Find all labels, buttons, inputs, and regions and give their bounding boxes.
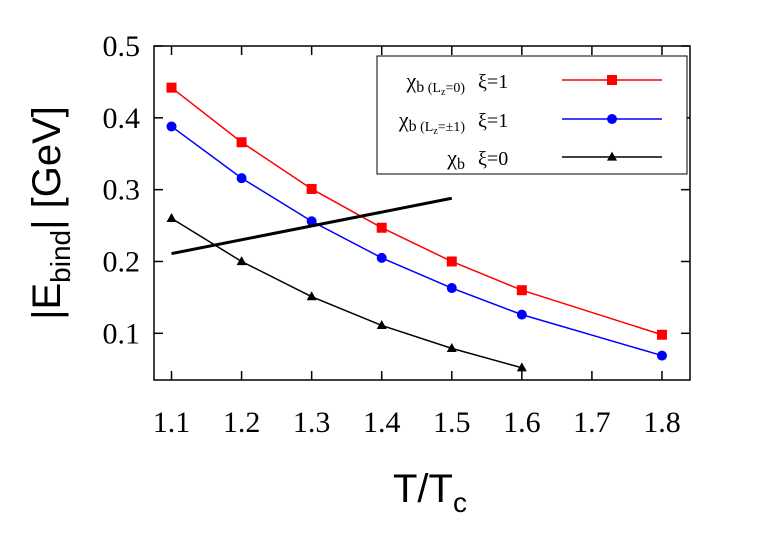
series-triangle: [166, 212, 527, 372]
data-point-triangle: [607, 151, 617, 161]
data-point-circle: [607, 114, 617, 124]
x-tick-label: 1.8: [643, 406, 681, 439]
legend-condition-rest: =±1): [438, 120, 466, 135]
legend-label: χb (Lz=±1): [398, 107, 466, 137]
x-tick-label: 1.1: [153, 406, 191, 439]
legend-entry: χb (Lz=±1) ξ=1: [398, 107, 662, 137]
data-point-circle: [656, 350, 667, 361]
legend-sub: b: [457, 156, 465, 173]
legend-label: χb (Lz=0): [406, 68, 466, 98]
legend-chi: χ: [398, 107, 409, 132]
data-point-triangle: [306, 291, 317, 301]
x-tick-label: 1.4: [363, 406, 401, 439]
legend-sub: b: [416, 79, 424, 96]
legend-box: [376, 55, 688, 175]
data-point-triangle: [516, 362, 527, 372]
data-point-circle: [516, 309, 527, 320]
legend-condition-sub: z: [433, 126, 438, 137]
legend-xi: ξ=1: [478, 71, 508, 93]
series-circle: [166, 121, 667, 361]
y-tick-label: 0.4: [103, 102, 141, 135]
y-axis-title: |Ebind| [GeV]: [25, 106, 76, 320]
x-tick-label: 1.5: [433, 406, 471, 439]
data-point-circle: [306, 216, 317, 227]
series-square: [166, 82, 667, 340]
x-tick-label: 1.3: [293, 406, 331, 439]
data-point-square: [607, 75, 617, 85]
y-tick-labels: 0.1 0.2 0.3 0.4 0.5: [103, 30, 141, 350]
data-point-square: [306, 183, 317, 194]
y-tick-label: 0.2: [103, 245, 141, 278]
legend: χb (Lz=0) ξ=1χb (Lz=±1) ξ=1χb ξ=0: [376, 55, 688, 175]
data-point-circle: [236, 173, 247, 184]
data-point-square: [656, 329, 667, 340]
legend-label: χb: [446, 145, 465, 173]
x-tick-label: 1.7: [573, 406, 611, 439]
y-tick-label: 0.5: [103, 30, 141, 63]
data-point-circle: [446, 283, 457, 294]
legend-entries: χb (Lz=0) ξ=1χb (Lz=±1) ξ=1χb ξ=0: [398, 68, 662, 173]
legend-chi: χ: [406, 68, 417, 93]
series-layer: [166, 82, 667, 372]
data-point-circle: [166, 121, 177, 132]
plot-frame: [153, 45, 691, 381]
x-tick-labels: 1.1 1.2 1.3 1.4 1.5 1.6 1.7 1.8: [153, 406, 681, 439]
x-tick-label: 1.6: [503, 406, 541, 439]
legend-sub: b: [409, 118, 417, 135]
data-point-triangle: [166, 212, 177, 222]
data-point-square: [516, 285, 527, 296]
annotation-line: [171, 196, 453, 256]
data-point-square: [446, 256, 457, 267]
legend-condition-rest: =0): [445, 81, 465, 96]
x-tick-label: 1.2: [223, 406, 261, 439]
y-tick-label: 0.3: [103, 174, 141, 207]
data-point-triangle: [236, 256, 247, 266]
x-axis-title: T/Tc: [393, 467, 467, 518]
series-line: [171, 217, 523, 369]
legend-xi: ξ=0: [478, 148, 508, 170]
legend-condition: (L: [424, 81, 441, 96]
data-point-square: [166, 82, 177, 93]
legend-entry: χb (Lz=0) ξ=1: [406, 68, 662, 98]
y-axis-title-post: | [GeV]: [25, 106, 69, 230]
legend-xi: ξ=1: [478, 110, 508, 132]
x-axis-title-main: T/T: [393, 467, 453, 511]
y-axis-title-pre: |E: [25, 283, 69, 320]
data-point-triangle: [376, 320, 387, 330]
legend-entry: χb ξ=0: [446, 145, 662, 173]
y-tick-label: 0.1: [103, 317, 141, 350]
y-axis-title-sub: bind: [45, 230, 76, 283]
data-point-circle: [376, 252, 387, 263]
x-axis-title-sub: c: [453, 487, 467, 518]
legend-condition-sub: z: [441, 87, 446, 98]
tick-marks: [154, 45, 690, 380]
data-point-square: [376, 222, 387, 233]
data-point-square: [236, 137, 247, 148]
legend-condition: (L: [417, 120, 434, 135]
data-point-triangle: [446, 342, 457, 352]
annotation-layer: [171, 196, 453, 256]
legend-chi: χ: [446, 145, 457, 170]
